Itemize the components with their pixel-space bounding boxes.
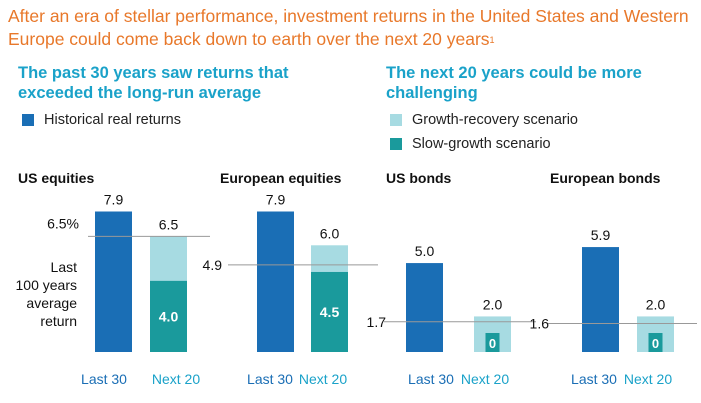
panel-2-label-growth-recovery: 6.0 bbox=[320, 225, 340, 241]
chart-title-text: After an era of stellar performance, inv… bbox=[8, 6, 689, 49]
legend-historical: Historical real returns bbox=[22, 112, 181, 128]
panel-2-title: European equities bbox=[220, 170, 342, 186]
panel-2-bar-last30 bbox=[257, 211, 294, 352]
panel-4-label-last30: 5.9 bbox=[591, 227, 611, 243]
panel-3-xlabel-last30: Last 30 bbox=[408, 371, 454, 387]
panel-1-reference-label: 6.5% bbox=[47, 215, 79, 231]
panel-4-bar-last30 bbox=[582, 247, 619, 352]
panel-4-xlabel-next20: Next 20 bbox=[624, 371, 672, 387]
panel-1-bar-last30 bbox=[95, 211, 132, 352]
panel-4-label-growth-recovery: 2.0 bbox=[646, 296, 666, 312]
chart-title: After an era of stellar performance, inv… bbox=[8, 5, 698, 51]
title-footnote: 1 bbox=[489, 35, 495, 45]
panel-3-bar-last30 bbox=[406, 263, 443, 352]
legend-swatch-growth-recovery bbox=[390, 114, 402, 126]
panel-3-bar-slow-growth bbox=[485, 333, 500, 352]
panel-4-title: European bonds bbox=[550, 170, 661, 186]
long-run-label-line-1: Last bbox=[51, 259, 78, 275]
legend-label-historical: Historical real returns bbox=[44, 112, 181, 128]
right-subhead: The next 20 years could be more challeng… bbox=[386, 64, 642, 102]
panel-3-reference-label: 1.7 bbox=[367, 314, 387, 330]
panel-4-label-slow-growth: 0 bbox=[652, 336, 659, 351]
panel-2-reference-label: 4.9 bbox=[203, 257, 223, 273]
long-run-label-line-3: average bbox=[26, 295, 77, 311]
legend-label-slow-growth: Slow-growth scenario bbox=[412, 136, 551, 152]
panel-3-xlabel-next20: Next 20 bbox=[461, 371, 509, 387]
panel-2-xlabel-last30: Last 30 bbox=[247, 371, 293, 387]
panel-1-label-last30: 7.9 bbox=[104, 192, 124, 208]
panel-2-label-slow-growth: 4.5 bbox=[320, 304, 340, 320]
panel-1-title: US equities bbox=[18, 170, 94, 186]
panel-3-label-growth-recovery: 2.0 bbox=[483, 296, 503, 312]
legend-growth-recovery: Growth-recovery scenario bbox=[390, 112, 578, 128]
panel-2-label-last30: 7.9 bbox=[266, 192, 286, 208]
left-subhead: The past 30 years saw returns that excee… bbox=[18, 64, 289, 102]
panel-1-xlabel-last30: Last 30 bbox=[81, 371, 127, 387]
panel-1-bar-slow-growth bbox=[150, 280, 187, 352]
panel-1-label-slow-growth: 4.0 bbox=[159, 308, 179, 324]
panel-2-xlabel-next20: Next 20 bbox=[299, 371, 347, 387]
panel-3-label-last30: 5.0 bbox=[415, 243, 435, 259]
panel-3-label-slow-growth: 0 bbox=[489, 336, 496, 351]
long-run-label-line-2: 100 years bbox=[16, 277, 77, 293]
legend-slow-growth: Slow-growth scenario bbox=[390, 136, 551, 152]
legend-swatch-slow-growth bbox=[390, 138, 402, 150]
panel-4-reference-label: 1.6 bbox=[530, 316, 550, 332]
panel-3-title: US bonds bbox=[386, 170, 452, 186]
panel-4-xlabel-last30: Last 30 bbox=[571, 371, 617, 387]
legend-swatch-historical bbox=[22, 114, 34, 126]
panel-2-bar-slow-growth bbox=[311, 271, 348, 352]
long-run-label-line-4: return bbox=[40, 313, 77, 329]
panel-4-bar-slow-growth bbox=[648, 333, 663, 352]
panel-1-xlabel-next20: Next 20 bbox=[152, 371, 200, 387]
panel-1-label-growth-recovery: 6.5 bbox=[159, 216, 179, 232]
legend-label-growth-recovery: Growth-recovery scenario bbox=[412, 112, 578, 128]
